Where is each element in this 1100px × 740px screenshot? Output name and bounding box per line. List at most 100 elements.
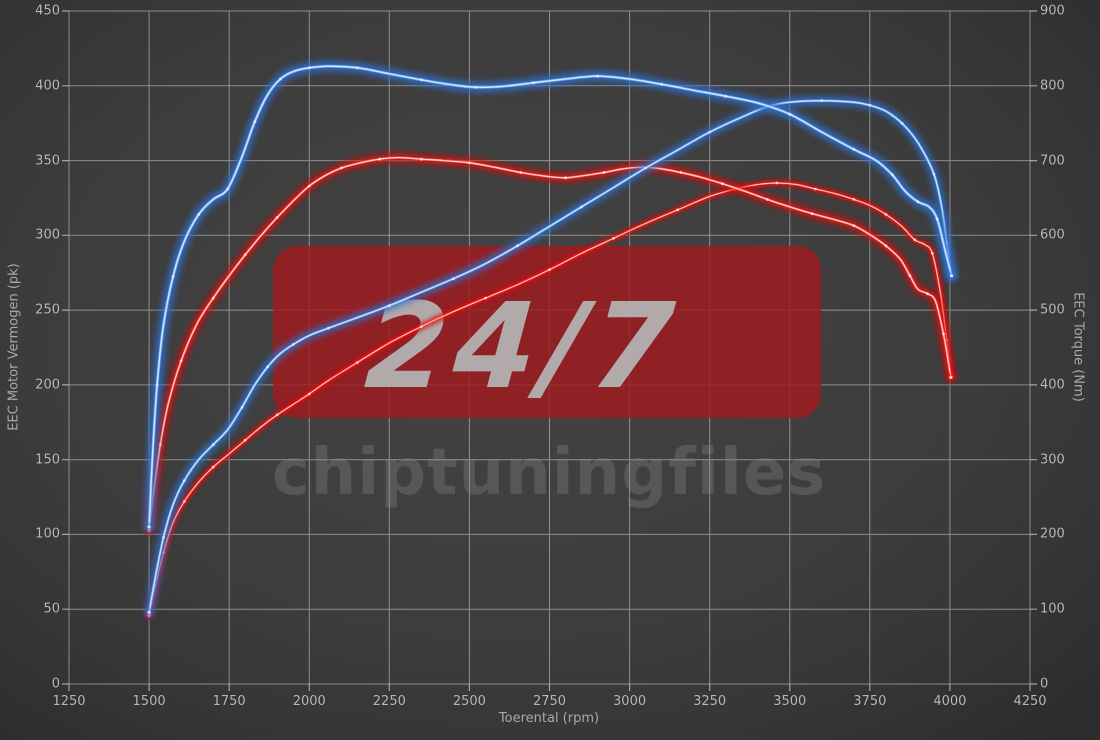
y-left-tick-label: 450 (35, 3, 60, 19)
data-point (307, 392, 311, 396)
data-point (596, 74, 599, 78)
data-point (327, 326, 330, 330)
data-point (900, 121, 904, 125)
data-point (474, 85, 478, 89)
y-left-tick-label: 0 (51, 676, 60, 692)
y-right-tick-label: 700 (1040, 153, 1065, 169)
data-point (378, 157, 382, 161)
watermark-badge (273, 246, 821, 418)
data-point (942, 332, 945, 336)
data-point (580, 205, 583, 209)
data-point (679, 171, 683, 174)
data-point (926, 292, 929, 296)
x-tick-label: 1500 (132, 694, 166, 709)
data-point (420, 157, 423, 161)
data-point (275, 216, 279, 219)
data-point (275, 413, 279, 417)
y-left-tick-label: 200 (35, 377, 60, 393)
data-point (197, 213, 201, 216)
data-point (932, 172, 936, 176)
y-left-tick-label: 350 (35, 153, 60, 169)
data-point (721, 182, 724, 186)
data-point (182, 479, 186, 482)
x-tick-label: 4000 (933, 694, 967, 709)
y-left-tick-label: 250 (35, 302, 60, 318)
y-right-tick-label: 300 (1040, 452, 1065, 468)
bottom-axis-title: Toerental (rpm) (498, 711, 600, 726)
data-point (913, 238, 917, 242)
series-original-torque (145, 153, 955, 534)
data-point (307, 66, 311, 70)
data-point (660, 82, 663, 86)
data-point (279, 77, 282, 81)
data-point (852, 147, 856, 151)
data-point (171, 275, 175, 278)
data-point (211, 465, 215, 469)
y-right-tick-label: 500 (1040, 302, 1065, 318)
data-point (644, 166, 647, 170)
data-point (814, 187, 817, 191)
x-tick-label: 3000 (613, 694, 647, 709)
x-tick-label: 2000 (292, 694, 326, 709)
data-point (226, 187, 230, 191)
data-point (810, 212, 814, 216)
data-point (387, 304, 391, 307)
data-point (307, 184, 311, 188)
data-point (852, 224, 856, 228)
y-left-tick-label: 50 (43, 601, 60, 617)
x-tick-label: 3500 (773, 694, 807, 709)
left-axis-title: EEC Motor Vermogen (pk) (6, 263, 22, 431)
data-point (158, 443, 162, 447)
axis-ticks (62, 10, 1037, 691)
x-tick-label: 1250 (52, 694, 86, 709)
x-tick-label: 4250 (1013, 694, 1047, 709)
data-point (852, 198, 856, 201)
series-original-power (145, 179, 955, 619)
data-point (339, 166, 343, 170)
data-point (211, 443, 215, 447)
y-right-tick-label: 200 (1040, 526, 1065, 542)
x-tick-label: 3750 (853, 694, 887, 709)
x-tick-label: 1750 (212, 694, 246, 709)
data-point (452, 277, 455, 281)
data-point (548, 268, 551, 272)
y-left-tick-label: 100 (35, 526, 60, 542)
y-right-tick-label: 100 (1040, 601, 1065, 617)
data-point (612, 236, 615, 240)
data-point (243, 253, 247, 257)
data-point (724, 94, 728, 98)
data-point (355, 361, 359, 364)
data-point (935, 217, 939, 221)
data-point (420, 78, 423, 82)
data-point (820, 99, 824, 103)
x-tick-label: 3250 (693, 694, 727, 709)
data-point (211, 296, 215, 300)
y-right-tick-label: 600 (1040, 227, 1065, 243)
data-point (355, 66, 359, 70)
data-point (564, 176, 567, 180)
data-point (182, 500, 186, 503)
data-point (930, 251, 934, 255)
data-point (155, 383, 159, 387)
data-point (266, 365, 269, 369)
y-left-tick-label: 150 (35, 452, 60, 468)
data-point (676, 208, 679, 212)
y-right-tick-label: 800 (1040, 78, 1065, 94)
curve-endpoint (147, 525, 151, 529)
series-tuned-torque (144, 61, 957, 532)
data-point (868, 103, 872, 107)
data-point (179, 359, 183, 363)
data-point (884, 244, 888, 248)
y-right-tick-label: 400 (1040, 377, 1065, 393)
right-axis-title: EEC Torque (Nm) (1070, 292, 1086, 402)
data-point (243, 438, 247, 442)
data-point (916, 200, 920, 204)
data-point (708, 130, 712, 134)
data-point (788, 112, 792, 116)
data-point (890, 173, 894, 177)
data-point (532, 81, 535, 85)
y-left-tick-label: 400 (35, 78, 60, 94)
data-point (519, 171, 523, 174)
